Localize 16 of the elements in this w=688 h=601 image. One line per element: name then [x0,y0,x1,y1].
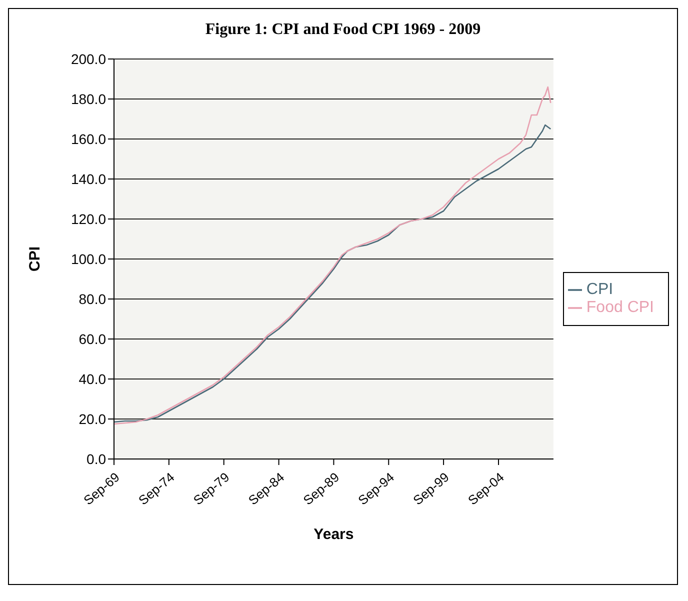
y-axis-title: CPI [26,246,44,272]
x-axis-title: Years [314,526,354,543]
y-tick-label: 40.0 [78,370,106,387]
legend-label: CPI [586,281,614,298]
y-tick-label: 160.0 [70,130,106,147]
y-tick-label: 0.0 [86,450,106,467]
y-tick-label: 20.0 [78,410,106,427]
y-tick-label: 100.0 [70,250,106,267]
y-tick-label: 120.0 [70,210,106,227]
y-tick-label: 180.0 [70,90,106,107]
y-tick-label: 80.0 [78,290,106,307]
y-tick-label: 200.0 [70,50,106,67]
y-tick-label: 60.0 [78,330,106,347]
y-tick-label: 140.0 [70,170,106,187]
legend-label: Food CPI [586,299,654,316]
chart-title: Figure 1: CPI and Food CPI 1969 - 2009 [204,21,482,39]
